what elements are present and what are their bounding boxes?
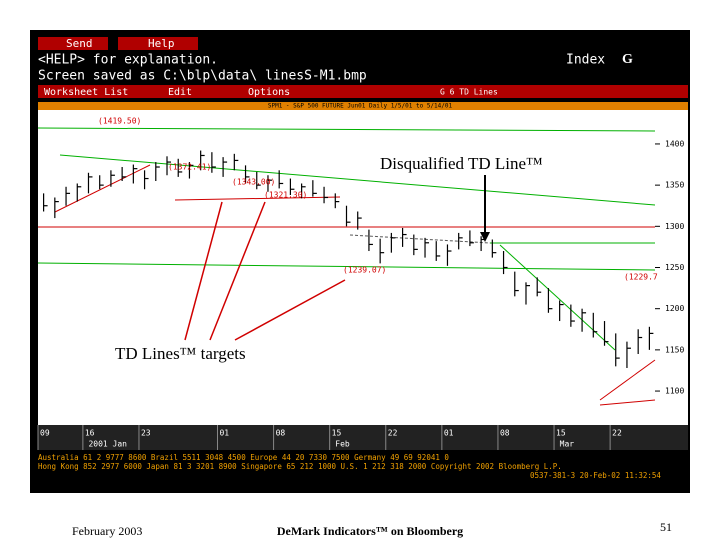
- footer-line: Hong Kong 852 2977 6000 Japan 81 3 3201 …: [38, 462, 562, 471]
- toolbar: [38, 85, 688, 98]
- x-tick-label: 23: [141, 429, 151, 438]
- y-tick-label: 1400: [665, 139, 684, 148]
- td-line: [599, 359, 656, 401]
- worksheet-menu[interactable]: Worksheet List: [44, 87, 128, 98]
- annotation-arrow: [209, 201, 266, 341]
- target-label: (1239.07): [343, 266, 386, 275]
- x-group-label: Feb: [335, 440, 350, 449]
- x-tick-label: 22: [388, 429, 398, 438]
- info-line: <HELP> for explanation.: [38, 53, 218, 68]
- y-tick-label: 1150: [665, 345, 684, 354]
- slide-date: February 2003: [72, 524, 142, 538]
- footer-line: Australia 61 2 9777 8600 Brazil 5511 304…: [38, 453, 449, 462]
- td-line: [499, 244, 616, 351]
- send-button[interactable]: [38, 37, 108, 50]
- target-label: (1343.00): [232, 178, 275, 187]
- x-tick-label: 09: [40, 429, 50, 438]
- target-label: (1419.50): [98, 117, 141, 126]
- target-label: (1229.7: [624, 273, 658, 282]
- x-group-label: 2001 Jan: [88, 440, 127, 449]
- annotation-arrow: [184, 201, 223, 341]
- x-tick-label: 16: [85, 429, 95, 438]
- y-tick-label: 1200: [665, 304, 684, 313]
- x-tick-label: 22: [612, 429, 622, 438]
- help-label: Help: [148, 37, 175, 50]
- target-label: (1321.30): [264, 191, 307, 200]
- annotation-arrow: [234, 279, 346, 341]
- send-label: Send: [66, 37, 93, 50]
- td-line: [37, 262, 656, 271]
- chart-title: SPM1 - S&P 500 FUTURE Jun01 Daily 1/5/01…: [268, 103, 453, 110]
- targets-annotation: TD Lines™ targets: [115, 344, 246, 363]
- x-group-label: Mar: [560, 440, 575, 449]
- index-key: G: [622, 52, 633, 67]
- saved-line: Screen saved as C:\blp\data\ linesS-M1.b…: [38, 69, 367, 84]
- td-line: [59, 154, 656, 206]
- x-tick-label: 15: [556, 429, 566, 438]
- x-tick-label: 08: [276, 429, 286, 438]
- td-line: [54, 164, 151, 213]
- x-tick-label: 08: [500, 429, 510, 438]
- slide-title: DeMark Indicators™ on Bloomberg: [277, 524, 463, 538]
- arrowhead: [480, 232, 490, 242]
- y-tick-label: 1250: [665, 263, 684, 272]
- y-tick-label: 1300: [665, 222, 684, 231]
- edit-menu[interactable]: Edit: [168, 87, 192, 98]
- x-tick-label: 01: [219, 429, 229, 438]
- chart-header: [38, 102, 688, 110]
- target-label: (1372.41): [168, 163, 211, 172]
- td-line: [37, 127, 656, 132]
- td-line: [174, 196, 341, 201]
- y-tick-label: 1100: [665, 387, 684, 396]
- page-label: G 6 TD Lines: [440, 88, 498, 97]
- help-button[interactable]: [118, 37, 198, 50]
- target-arrows: [184, 201, 346, 341]
- index-label: Index: [566, 53, 605, 68]
- slide-number: 51: [660, 520, 672, 534]
- footer-line: 0537-381-3 20-Feb-02 11:32:54: [530, 471, 661, 480]
- x-axis-strip: [38, 425, 688, 450]
- td-line: [599, 399, 656, 406]
- x-tick-label: 01: [444, 429, 454, 438]
- y-tick-label: 1350: [665, 181, 684, 190]
- options-menu[interactable]: Options: [248, 87, 290, 98]
- chart: 1100 1150 1200 1250 1300 1350 1400 09 16 23 01 08 15…: [37, 117, 684, 450]
- td-line: [349, 234, 491, 244]
- td-lines: [37, 127, 656, 406]
- disqualified-annotation: Disqualified TD Line™: [380, 154, 543, 173]
- x-tick-label: 15: [332, 429, 342, 438]
